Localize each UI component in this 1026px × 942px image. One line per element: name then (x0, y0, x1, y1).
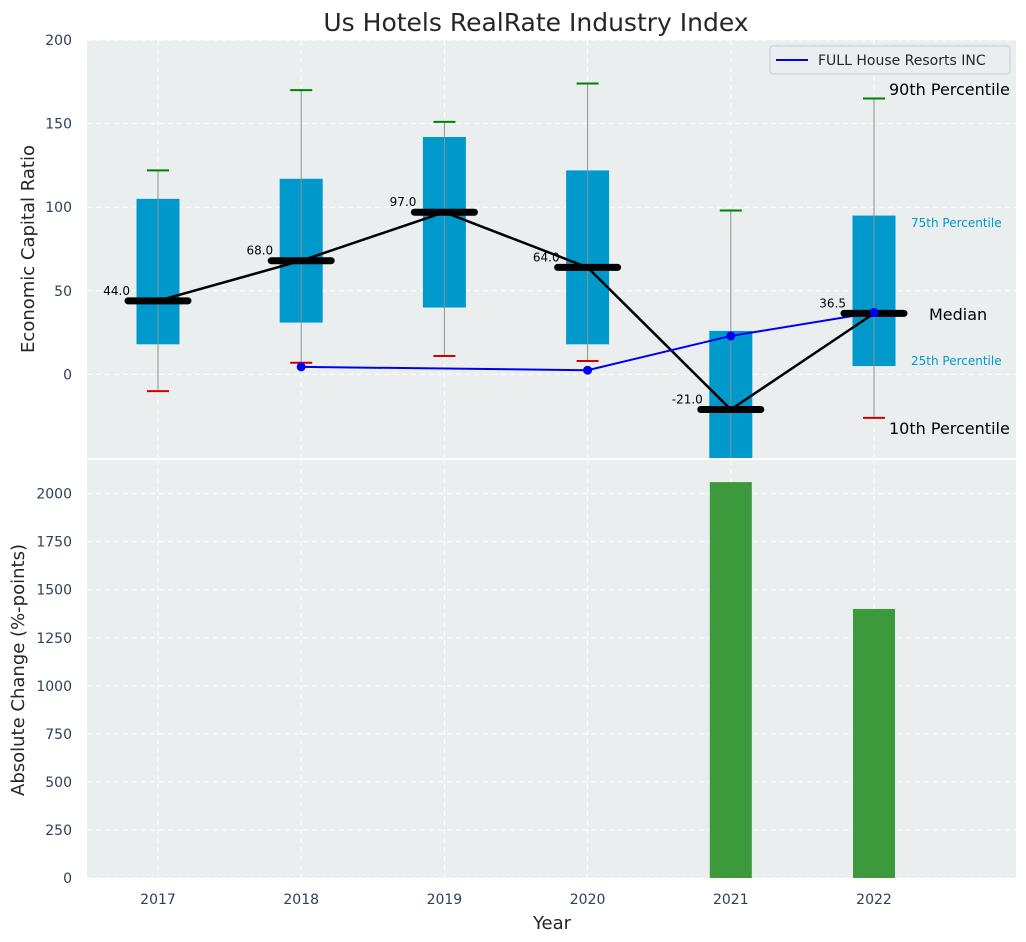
company-series-line (301, 311, 875, 372)
x-tick-label-2020: 2020 (570, 892, 606, 908)
annotation-25th-percentile: 25th Percentile (911, 354, 1002, 368)
bar-chart-bars (709, 482, 895, 878)
y-tick-label: 100 (45, 200, 72, 216)
y-tick-label: 1250 (36, 631, 72, 647)
company-point-2018 (296, 362, 306, 372)
y-tick-label: 1750 (36, 535, 72, 551)
company-point-2021 (726, 331, 736, 341)
x-tick-label-2022: 2022 (856, 892, 892, 908)
x-tick-label-2021: 2021 (713, 892, 749, 908)
median-label-2018: 68.0 (246, 244, 273, 258)
annotation-75th-percentile: 75th Percentile (911, 216, 1002, 230)
legend-box (769, 45, 1011, 75)
median-label-2019: 97.0 (390, 195, 417, 209)
median-label-2020: 64.0 (533, 250, 560, 264)
y-tick-label: 250 (45, 823, 72, 839)
y-tick-label: 0 (63, 367, 72, 383)
y-tick-label: 500 (45, 775, 72, 791)
bar-chart-y-ticks: 0 250 500 750 1000 1250 1500 1750 2000 (36, 487, 72, 887)
x-tick-label-2018: 2018 (283, 892, 319, 908)
x-tick-label-2017: 2017 (140, 892, 176, 908)
x-axis-label: Year (532, 913, 572, 934)
annotation-90th-percentile: 90th Percentile (889, 80, 1010, 99)
annotation-10th-percentile: 10th Percentile (889, 419, 1010, 438)
legend-entry-label: FULL House Resorts INC (818, 53, 986, 69)
y-tick-label: 1500 (36, 583, 72, 599)
y-tick-label: 750 (45, 727, 72, 743)
median-label-2017: 44.0 (103, 284, 130, 298)
company-point-2022 (869, 308, 879, 318)
bar-2021 (709, 482, 752, 878)
box-plot-marks: 44.0 68.0 97.0 64.0 -21.0 36.5 (103, 82, 908, 458)
median-label-2022: 36.5 (819, 296, 846, 310)
box-plot-panel: 0 50 100 150 200 44.0 68.0 97.0 64.0 -21.0 36.5 E… (18, 33, 1016, 458)
bar-chart-y-axis-label: Absolute Change (%-points) (8, 544, 29, 796)
y-tick-label: 2000 (36, 487, 72, 503)
median-label-2021: -21.0 (672, 393, 703, 407)
bar-2022 (853, 608, 895, 878)
box-plot-y-axis-label: Economic Capital Ratio (18, 145, 39, 353)
y-tick-label: 200 (45, 33, 72, 49)
x-tick-label-2019: 2019 (427, 892, 463, 908)
y-tick-label: 150 (45, 117, 72, 133)
x-axis-ticks: 2017 2018 2019 2020 2021 2022 (140, 892, 892, 908)
legend[interactable]: FULL House Resorts INC (769, 45, 1011, 75)
y-tick-label: 50 (54, 284, 72, 300)
annotation-median: Median (929, 305, 987, 324)
company-point-2020 (583, 365, 593, 375)
median-trend-line (157, 210, 875, 412)
y-tick-label: 1000 (36, 679, 72, 695)
chart-title: Us Hotels RealRate Industry Index (323, 8, 748, 37)
box-plot-y-ticks: 0 50 100 150 200 (45, 33, 72, 383)
y-tick-label: 0 (63, 871, 72, 887)
